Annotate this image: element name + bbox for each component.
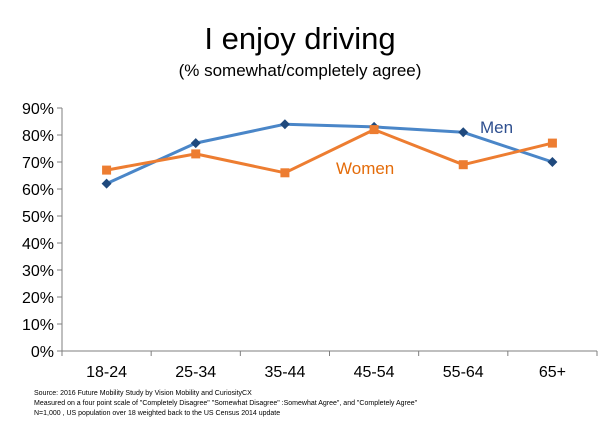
women-point: [369, 125, 379, 135]
y-tick-label: 50%: [22, 209, 54, 226]
x-tick-label: 65+: [539, 364, 566, 381]
women-point: [102, 165, 112, 175]
source-line: Source: 2016 Future Mobility Study by Vi…: [34, 390, 252, 397]
y-tick-label: 30%: [22, 263, 54, 280]
y-tick-label: 70%: [22, 155, 54, 172]
y-tick-label: 60%: [22, 182, 54, 199]
chart-title: I enjoy driving: [204, 21, 396, 56]
y-tick-label: 10%: [22, 317, 54, 334]
x-tick-label: 18-24: [86, 364, 127, 381]
y-tick-label: 40%: [22, 236, 54, 253]
men-series-label: Men: [480, 118, 513, 137]
women-point: [280, 168, 290, 178]
men-point: [547, 157, 558, 167]
women-point: [547, 138, 557, 148]
men-point: [458, 127, 469, 138]
y-tick-label: 20%: [22, 290, 54, 307]
scale-note: Measured on a four point scale of "Compl…: [34, 400, 418, 407]
x-tick-label: 25-34: [175, 364, 216, 381]
women-series-line: [105, 128, 554, 175]
women-point: [458, 160, 468, 170]
men-point: [190, 138, 201, 149]
source-note: Source: 2016 Future Mobility Study by Vi…: [34, 389, 417, 419]
chart-subtitle: (% somewhat/completely agree): [178, 61, 422, 80]
x-tick-label: 55-64: [443, 364, 484, 381]
y-tick-label: 80%: [22, 128, 54, 145]
x-tick-label: 45-54: [354, 364, 395, 381]
women-point: [191, 149, 201, 159]
y-tick-label: 0%: [31, 344, 54, 361]
x-tick-label: 35-44: [264, 364, 305, 381]
men-series-line: [105, 122, 554, 186]
sample-note: N=1,000 , US population over 18 weighted…: [34, 410, 281, 417]
men-point: [101, 178, 112, 189]
y-tick-label: 90%: [22, 101, 54, 118]
men-point: [279, 119, 290, 130]
women-series-label: Women: [336, 159, 394, 178]
